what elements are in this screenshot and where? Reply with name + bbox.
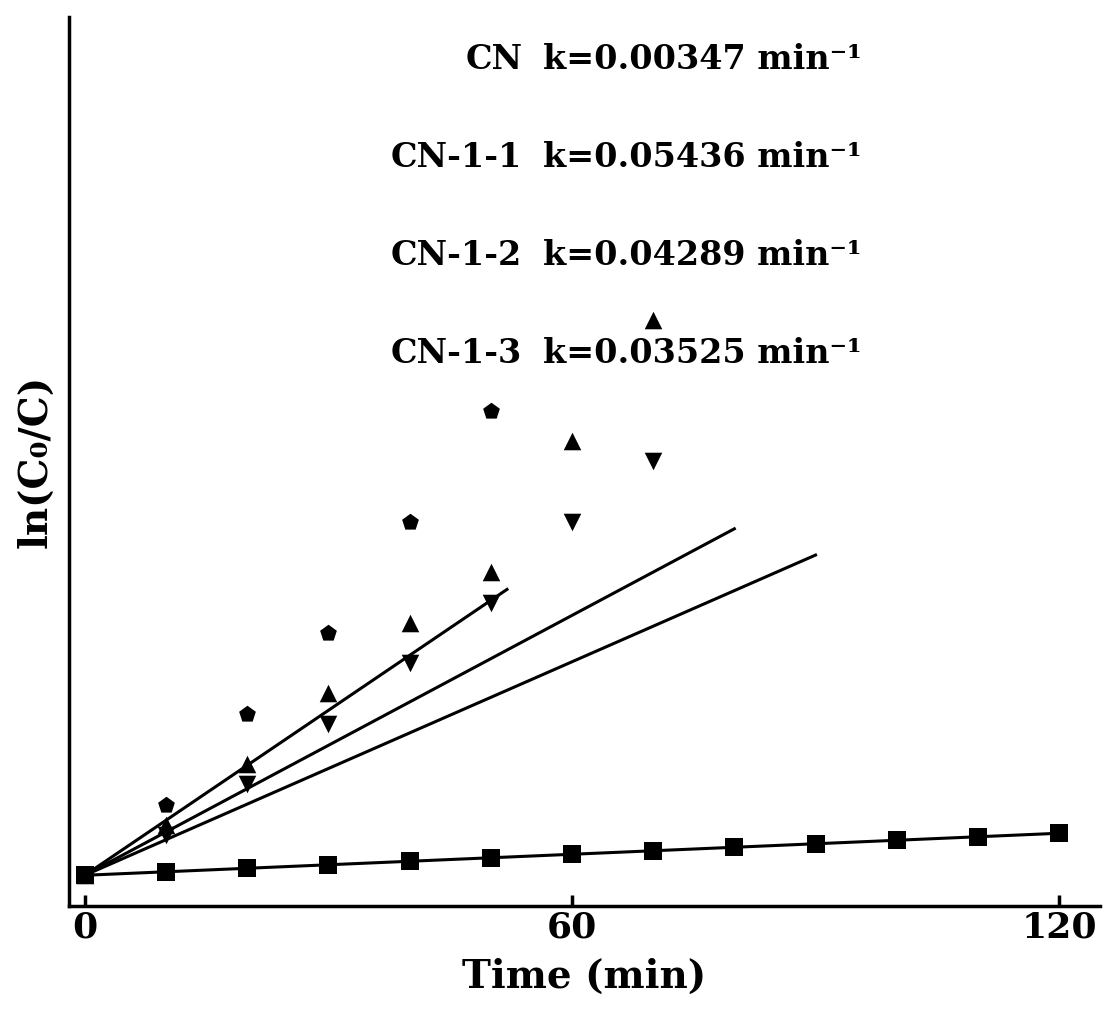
Point — [482, 595, 500, 611]
Text: k=0.00347 min⁻¹: k=0.00347 min⁻¹ — [543, 44, 861, 76]
Text: k=0.05436 min⁻¹: k=0.05436 min⁻¹ — [543, 141, 861, 174]
Text: k=0.03525 min⁻¹: k=0.03525 min⁻¹ — [543, 336, 861, 370]
Point — [644, 453, 662, 469]
Point — [888, 832, 906, 848]
Point — [563, 514, 581, 530]
Point — [157, 816, 175, 833]
Point — [157, 796, 175, 812]
Point — [482, 850, 500, 866]
Point — [401, 514, 419, 530]
Point — [401, 615, 419, 631]
Y-axis label: ln(C₀/C): ln(C₀/C) — [17, 375, 55, 548]
Point — [563, 846, 581, 862]
Text: CN: CN — [465, 44, 522, 76]
Point — [319, 715, 337, 731]
Point — [644, 843, 662, 859]
Point — [239, 776, 256, 792]
Point — [401, 655, 419, 672]
Point — [319, 857, 337, 873]
Point — [239, 705, 256, 721]
Point — [563, 433, 581, 449]
Point — [482, 564, 500, 580]
Text: CN-1-1: CN-1-1 — [391, 141, 522, 174]
Point — [319, 625, 337, 641]
Point — [239, 860, 256, 876]
Point — [76, 867, 94, 883]
Text: CN-1-3: CN-1-3 — [391, 336, 522, 370]
Point — [482, 402, 500, 418]
Point — [1051, 826, 1068, 842]
Point — [239, 756, 256, 772]
X-axis label: Time (min): Time (min) — [461, 958, 707, 997]
Point — [401, 853, 419, 869]
Point — [157, 864, 175, 880]
Point — [644, 312, 662, 328]
Point — [726, 839, 744, 855]
Point — [76, 867, 94, 883]
Text: k=0.04289 min⁻¹: k=0.04289 min⁻¹ — [543, 239, 861, 271]
Point — [806, 836, 824, 852]
Point — [76, 867, 94, 883]
Text: CN-1-2: CN-1-2 — [391, 239, 522, 271]
Point — [969, 829, 987, 845]
Point — [76, 867, 94, 883]
Point — [319, 686, 337, 702]
Point — [157, 827, 175, 843]
